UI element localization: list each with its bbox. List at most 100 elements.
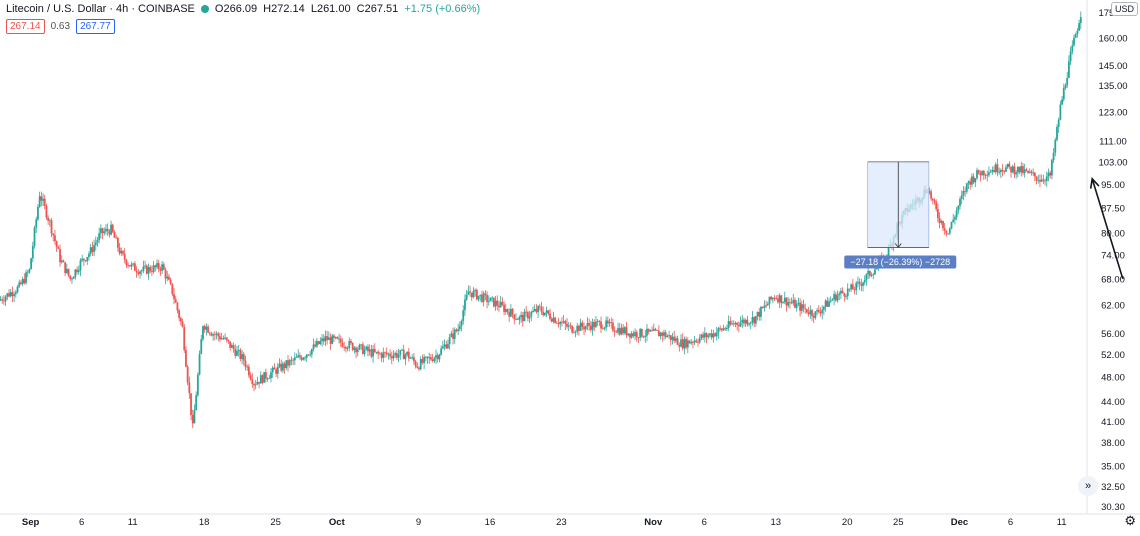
candle-body [1067,61,1070,78]
candle-body [722,328,725,331]
candle-body [55,241,58,248]
candle-body [858,281,861,285]
candle-body [292,359,295,361]
candle-body [179,318,182,322]
candle-body [322,338,325,342]
scroll-forward-icon[interactable]: » [1078,476,1098,496]
candle-body [863,279,866,283]
candle-body [378,353,381,355]
candle-body [242,354,245,361]
candle-body [479,294,482,296]
candle-body [176,302,179,311]
candle-body [1015,172,1018,175]
candle-body [777,298,779,303]
candle-body [418,367,420,370]
candle-body [54,235,56,242]
candle-body [831,299,834,301]
candle-body [161,264,164,271]
candle-body [993,169,995,173]
candle-body [644,335,647,337]
candle-body [139,271,141,274]
candle-body [103,231,106,234]
candle-body [1059,104,1062,120]
candle-body [77,270,80,272]
candle-body [445,344,448,349]
candle-body [1066,77,1069,86]
candle-body [1050,160,1053,176]
candle-body [42,198,44,201]
candle-body [593,322,596,328]
candle-body [368,349,371,352]
candle-body [169,279,172,284]
candle-body [33,227,36,246]
candle-body [489,297,492,302]
candle-body [768,296,771,304]
candle-body [392,355,395,359]
candle-body [287,360,289,366]
price-tick-label: 74.00 [1101,250,1125,261]
candle-body [304,357,306,359]
candle-body [152,265,155,273]
candle-body [202,326,204,340]
candle-body [749,322,752,324]
candle-body [178,310,181,319]
candle-body [431,359,434,362]
candle-body [743,319,745,324]
candle-body [423,356,426,363]
candle-body [469,291,471,293]
candle-body [588,323,591,326]
price-tick-label: 103.00 [1098,157,1127,168]
candle-body [1023,169,1026,174]
arrow-annotation [1089,177,1124,280]
bid-price[interactable]: 267.14 [6,19,45,34]
price-tick-label: 123.00 [1098,107,1127,118]
time-axis: Sep 6 11 18 25 Oct 9 16 23 Nov 6 13 20 25 Dec 6 11 [22,517,1067,528]
candle-body [802,304,805,309]
candle-body [316,341,318,347]
candle-body [64,262,67,273]
candle-body [341,342,344,347]
candle-body [576,325,579,332]
measure-label: −27.18 (−26.39%) −2728 [850,257,950,267]
candle-body [618,328,621,335]
candle-body [656,330,659,332]
candle-body [1049,172,1052,176]
candle-body [775,298,778,299]
symbol-title[interactable]: Litecoin / U.S. Dollar · 4h · COINBASE [6,3,195,15]
candle-body [25,272,27,284]
candle-body [1016,166,1019,173]
candle-body [339,338,342,343]
candle-body [1057,119,1060,127]
candle-body [804,308,807,310]
candle-body [555,322,558,324]
candle-body [770,296,773,300]
candle-body [492,297,495,307]
candle-body [94,242,97,246]
candle-body [571,325,574,333]
candle-body [945,230,948,234]
high-value: H272.14 [263,3,305,15]
candle-body [971,176,973,185]
candle-body [147,267,150,274]
candle-body [850,284,853,290]
settings-gear-icon[interactable]: ⚙ [1124,513,1136,528]
candle-body [101,228,104,234]
candle-body [16,286,19,293]
candle-body [1073,37,1075,46]
price-tick-label: 48.00 [1101,372,1125,383]
currency-label[interactable]: USD [1110,2,1138,16]
candle-body [671,336,674,341]
candle-body [360,344,363,346]
candle-body [486,294,488,303]
candle-body [853,289,856,291]
candle-body [1010,166,1012,173]
candle-body [620,327,623,335]
candle-body [111,224,114,233]
candle-body [596,321,599,322]
candle-body [540,306,543,312]
candle-body [457,329,460,332]
ask-price[interactable]: 267.77 [76,19,115,34]
candle-body [79,260,82,271]
